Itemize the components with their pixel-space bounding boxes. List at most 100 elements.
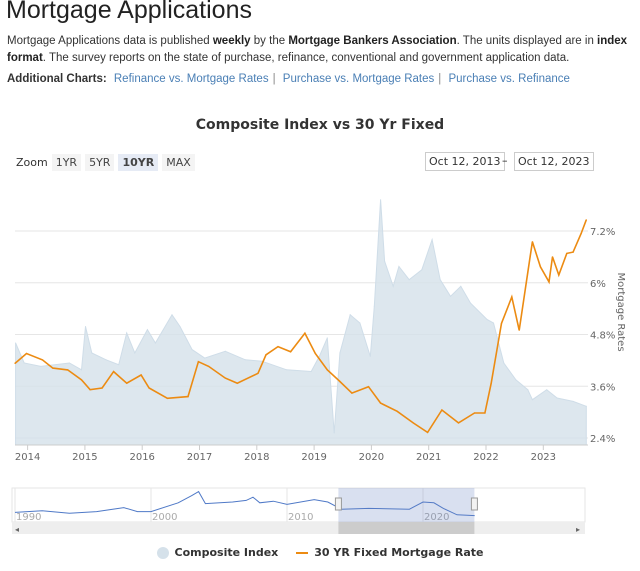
rate-point xyxy=(529,256,531,258)
rate-point xyxy=(14,362,16,364)
navigator-tick-label: 1990 xyxy=(16,512,41,523)
navigator-tick-label: 2020 xyxy=(424,512,449,523)
link-purchase-vs-rates[interactable]: Purchase vs. Mortgage Rates xyxy=(282,73,435,85)
composite-point xyxy=(470,302,472,304)
rate-point xyxy=(412,422,414,424)
rate-point xyxy=(257,372,259,374)
x-tick-label: 2015 xyxy=(72,452,97,463)
legend-item-rate[interactable]: 30 YR Fixed Mortgage Rate xyxy=(296,546,483,559)
y-tick-label: 7.2% xyxy=(590,227,615,238)
rate-point xyxy=(126,382,128,384)
y-tick-label: 2.4% xyxy=(590,434,615,445)
composite-point xyxy=(318,355,320,357)
rate-point xyxy=(511,296,513,298)
zoom-max-button[interactable]: MAX xyxy=(162,154,195,171)
composite-point xyxy=(23,362,25,364)
composite-point xyxy=(244,359,246,361)
scroll-right-arrow-icon[interactable]: ▸ xyxy=(576,525,580,534)
rate-point xyxy=(441,409,443,411)
composite-point xyxy=(191,349,193,351)
zoom-1yr-button[interactable]: 1YR xyxy=(51,154,82,171)
x-tick-label: 2022 xyxy=(473,452,498,463)
rate-point xyxy=(25,352,28,355)
rate-point xyxy=(52,367,54,369)
composite-point xyxy=(556,397,558,399)
composite-point xyxy=(339,352,341,354)
description: Mortgage Applications data is published … xyxy=(7,35,628,64)
composite-point xyxy=(486,319,488,321)
composite-point xyxy=(531,399,533,401)
legend-item-composite[interactable]: Composite Index xyxy=(156,546,279,559)
rate-point xyxy=(367,386,370,388)
navigator-handle[interactable] xyxy=(470,497,478,511)
separator: | xyxy=(438,73,442,85)
rate-point xyxy=(101,387,103,389)
date-range-dash: – xyxy=(502,154,508,167)
composite-point xyxy=(91,352,93,354)
rate-point xyxy=(80,379,83,381)
link-refinance-vs-rates[interactable]: Refinance vs. Mortgage Rates xyxy=(113,73,269,85)
y-axis-title: Mortgage Rates xyxy=(615,272,626,351)
composite-point xyxy=(333,432,335,434)
rate-point xyxy=(558,274,560,276)
navigator-handle[interactable] xyxy=(334,497,342,511)
rate-point xyxy=(277,345,279,348)
rate-point xyxy=(551,256,554,258)
x-tick-label: 2017 xyxy=(187,452,212,463)
composite-point xyxy=(80,369,82,371)
navigator-selection xyxy=(338,488,475,522)
rate-point xyxy=(396,410,398,412)
x-tick-label: 2020 xyxy=(359,452,384,463)
zoom-label: Zoom xyxy=(16,156,48,169)
date-to-input[interactable]: Oct 12, 2023 xyxy=(514,152,594,171)
rate-point xyxy=(539,266,542,268)
scroll-left-arrow-icon[interactable]: ◂ xyxy=(15,525,19,534)
link-purchase-vs-refinance[interactable]: Purchase vs. Refinance xyxy=(448,73,570,85)
composite-point xyxy=(68,362,70,364)
composite-point xyxy=(204,357,206,359)
composite-point xyxy=(384,260,386,262)
composite-point xyxy=(359,322,361,324)
x-tick-label: 2014 xyxy=(15,452,40,463)
composite-point xyxy=(40,365,42,367)
composite-point xyxy=(503,362,505,364)
composite-point xyxy=(146,329,148,331)
composite-point xyxy=(286,369,288,371)
rate-line xyxy=(14,219,588,434)
scrollbar-track[interactable] xyxy=(12,522,585,534)
composite-index-area xyxy=(15,199,587,446)
composite-point xyxy=(118,364,120,366)
separator: | xyxy=(272,73,276,85)
navigator-tick-label: 2010 xyxy=(288,512,313,523)
rate-point xyxy=(339,380,341,383)
rate-point xyxy=(265,354,267,356)
rate-point xyxy=(426,431,429,433)
rate-point xyxy=(572,251,574,253)
rate-point xyxy=(314,352,316,355)
composite-point xyxy=(439,279,441,281)
zoom-5yr-button[interactable]: 5YR xyxy=(85,154,115,171)
date-from-input[interactable]: Oct 12, 2013 xyxy=(425,152,505,171)
rate-marker-icon xyxy=(296,552,309,554)
composite-point xyxy=(84,325,86,327)
rate-point xyxy=(67,369,69,371)
legend-label: 30 YR Fixed Mortgage Rate xyxy=(314,546,484,559)
composite-point xyxy=(15,342,17,344)
composite-marker-icon xyxy=(156,547,169,559)
page-title: Mortgage Applications xyxy=(6,0,252,24)
x-tick-label: 2023 xyxy=(531,452,556,463)
composite-point xyxy=(261,360,263,362)
composite-point xyxy=(369,355,371,357)
composite-point xyxy=(349,314,351,316)
navigator-line xyxy=(14,490,475,517)
rate-point xyxy=(490,382,492,384)
rate-point xyxy=(89,389,91,391)
composite-point xyxy=(179,325,181,327)
zoom-10yr-button[interactable]: 10YR xyxy=(118,154,159,171)
legend-label: Composite Index xyxy=(174,546,279,559)
scrollbar-thumb[interactable] xyxy=(338,522,475,534)
composite-point xyxy=(310,370,312,372)
rate-point xyxy=(236,382,238,384)
rate-point xyxy=(500,322,503,324)
